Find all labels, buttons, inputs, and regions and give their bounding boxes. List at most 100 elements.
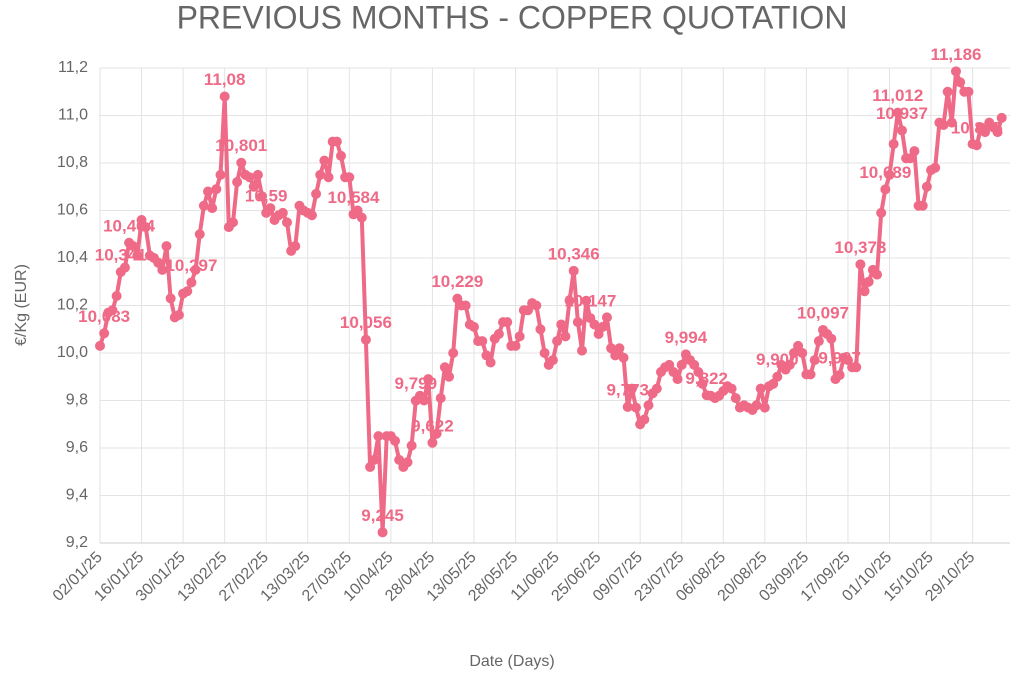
data-point <box>493 329 504 339</box>
data-point <box>190 264 201 275</box>
data-label: 10,373 <box>834 238 886 257</box>
data-point <box>859 286 870 297</box>
data-point <box>439 362 450 373</box>
data-point <box>938 120 949 130</box>
data-point <box>651 383 662 394</box>
data-label: 10,097 <box>797 303 849 322</box>
data-point <box>232 177 243 187</box>
data-label: 11,012 <box>872 86 923 105</box>
data-label: 10,341 <box>95 245 147 264</box>
data-point <box>315 169 326 180</box>
data-point <box>373 431 384 442</box>
data-point <box>971 140 982 151</box>
data-point <box>784 359 795 370</box>
data-label: 10,937 <box>876 104 928 123</box>
data-point <box>468 321 479 332</box>
data-label: 10,229 <box>431 272 483 291</box>
data-label: 9,799 <box>395 374 438 393</box>
data-point <box>331 136 342 147</box>
data-point <box>402 457 413 468</box>
data-point <box>132 250 143 261</box>
data-point <box>892 107 903 118</box>
data-point <box>360 334 371 345</box>
data-point <box>622 401 633 412</box>
data-point <box>111 291 122 301</box>
data-point <box>589 319 600 330</box>
data-point <box>547 355 558 366</box>
data-point <box>930 162 941 173</box>
data-point <box>448 348 459 358</box>
y-tick-label: 9,6 <box>66 439 88 456</box>
data-point <box>855 259 866 270</box>
data-point <box>369 454 380 465</box>
data-point <box>277 207 288 218</box>
data-point <box>460 300 471 311</box>
data-label: 9,245 <box>361 506 404 525</box>
data-label: 9,907 <box>818 349 861 368</box>
data-point <box>955 77 966 88</box>
data-point <box>888 139 899 149</box>
data-point <box>577 345 588 356</box>
data-point <box>618 352 629 363</box>
data-point <box>556 319 567 330</box>
data-point <box>851 362 862 373</box>
chart-title: PREVIOUS MONTHS - COPPER QUOTATION <box>177 0 848 35</box>
data-point <box>950 66 961 77</box>
data-point <box>311 188 322 199</box>
data-label: 9,822 <box>685 369 728 388</box>
data-point <box>884 169 895 180</box>
y-tick-label: 9,4 <box>66 487 88 504</box>
data-label: 10,083 <box>78 307 130 326</box>
data-point <box>377 527 388 538</box>
data-point <box>826 333 837 344</box>
data-point <box>157 264 168 275</box>
data-point <box>319 155 330 166</box>
data-point <box>597 321 608 332</box>
data-point <box>140 222 151 233</box>
data-point <box>252 169 263 180</box>
y-tick-label: 10,6 <box>57 202 88 219</box>
data-point <box>182 286 193 297</box>
data-point <box>539 348 550 358</box>
data-point <box>244 172 255 183</box>
y-tick-label: 10,4 <box>57 249 88 266</box>
data-point <box>917 200 928 211</box>
data-point <box>514 331 525 342</box>
data-label: 9,900 <box>756 350 799 369</box>
data-point <box>165 293 176 304</box>
data-point <box>560 331 571 342</box>
data-point <box>572 317 583 328</box>
data-point <box>219 91 230 102</box>
data-label: 10,346 <box>548 244 600 263</box>
data-point <box>797 348 808 358</box>
data-point <box>942 86 953 97</box>
data-label: 10,875 <box>951 119 1003 138</box>
data-point <box>323 172 334 183</box>
data-point <box>863 276 874 287</box>
data-label: 9,622 <box>411 416 454 435</box>
data-point <box>813 336 824 347</box>
data-point <box>751 400 762 411</box>
data-point <box>772 371 783 382</box>
data-point <box>755 383 766 394</box>
data-point <box>992 127 1003 138</box>
data-label: 10,801 <box>215 136 267 155</box>
data-point <box>880 184 891 195</box>
data-point <box>203 186 214 197</box>
data-point <box>107 305 118 316</box>
data-point <box>390 435 401 446</box>
data-label: 9,773 <box>606 380 649 399</box>
data-point <box>248 181 259 192</box>
data-point <box>207 203 218 214</box>
data-point <box>236 157 247 168</box>
data-label: 10,147 <box>564 292 616 311</box>
data-point <box>980 127 991 138</box>
y-tick-label: 10,2 <box>57 297 88 314</box>
data-point <box>281 217 292 228</box>
data-point <box>227 217 238 228</box>
data-point <box>194 229 205 240</box>
data-point <box>759 402 770 413</box>
data-point <box>631 402 642 413</box>
y-tick-label: 10,0 <box>57 344 88 361</box>
